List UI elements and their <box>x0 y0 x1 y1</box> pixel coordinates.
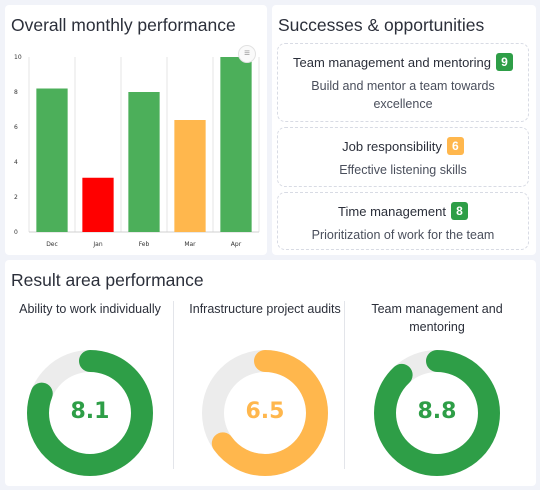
divider <box>173 301 174 469</box>
success-item: Team management and mentoring 9 Build an… <box>277 43 529 122</box>
metric-label: Ability to work individually <box>19 302 161 316</box>
score-badge: 6 <box>446 137 464 155</box>
y-tick-label: 8 <box>14 89 18 96</box>
bar[interactable] <box>82 177 114 232</box>
monthly-performance-chart: 0 2 4 6 8 10 Dec Jan Feb Mar Apr <box>14 54 260 248</box>
success-item-description: Prioritization of work for the team <box>311 228 495 242</box>
donut-gauge <box>374 350 500 476</box>
y-tick-label: 0 <box>14 229 18 236</box>
score-badge: 8 <box>450 202 468 220</box>
success-item-description: Build and mentor a team towards excellen… <box>311 79 495 111</box>
metric-value: 8.8 <box>417 399 457 424</box>
success-item-description: Effective listening skills <box>339 163 467 177</box>
metric-value: 6.5 <box>245 399 285 424</box>
x-tick-label: Feb <box>139 241 150 248</box>
donut-gauge <box>202 350 328 476</box>
y-tick-label: 4 <box>14 159 18 166</box>
x-tick-label: Jan <box>92 241 102 248</box>
metric-team-management: Team management and mentoring 8.8 <box>357 300 517 478</box>
metric-infrastructure-audits: Infrastructure project audits 6.5 <box>185 300 345 478</box>
success-item-label: Time management <box>338 203 446 219</box>
y-tick-label: 6 <box>14 124 18 131</box>
monthly-performance-title: Overall monthly performance <box>11 15 236 35</box>
success-item-label: Team management and mentoring <box>292 54 491 70</box>
x-tick-label: Apr <box>231 241 242 248</box>
bar[interactable] <box>174 120 206 232</box>
success-item-label: Job responsibility <box>342 138 442 154</box>
metric-ability-individually: Ability to work individually 8.1 <box>10 300 170 478</box>
success-item: Time management 8 Prioritization of work… <box>277 192 529 250</box>
y-tick-label: 2 <box>14 194 18 201</box>
result-area-card: Result area performance Ability to work … <box>5 260 536 486</box>
x-tick-label: Mar <box>184 241 196 248</box>
divider <box>344 301 345 469</box>
y-tick-label: 10 <box>14 54 22 61</box>
result-area-title: Result area performance <box>11 270 204 290</box>
gauge-arc <box>202 350 328 476</box>
gauge-arc <box>27 350 153 476</box>
score-badge: 9 <box>496 53 513 71</box>
monthly-performance-card: Overall monthly performance 0 2 4 6 8 10 Dec Ja… <box>5 5 267 255</box>
gauge-arc <box>374 350 500 476</box>
bar[interactable] <box>128 92 160 232</box>
donut-gauge <box>27 350 153 476</box>
metric-label: Infrastructure project audits <box>189 302 341 316</box>
success-item: Job responsibility 6 Effective listening… <box>277 127 529 187</box>
x-tick-label: Dec <box>46 241 58 248</box>
bar[interactable] <box>220 57 252 232</box>
successes-title: Successes & opportunities <box>278 15 485 35</box>
metric-label: Team management and mentoring <box>371 302 503 334</box>
hamburger-menu-icon[interactable]: ≡ <box>238 45 256 63</box>
metric-value: 8.1 <box>70 399 110 424</box>
successes-card: Successes & opportunities Team managemen… <box>272 5 536 255</box>
bar[interactable] <box>36 88 68 233</box>
